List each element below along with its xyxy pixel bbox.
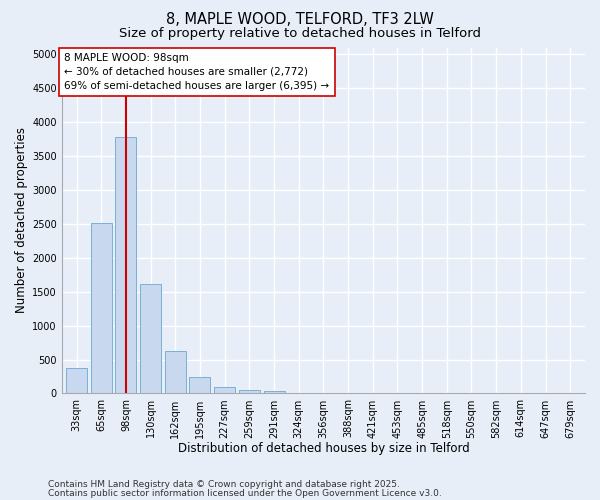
Bar: [239, 390, 260, 394]
Bar: [263, 392, 284, 394]
Bar: [91, 222, 112, 394]
Bar: [165, 350, 186, 394]
Y-axis label: Number of detached properties: Number of detached properties: [15, 128, 28, 314]
X-axis label: Distribution of detached houses by size in Telford: Distribution of detached houses by size …: [178, 442, 469, 455]
Text: Contains HM Land Registry data © Crown copyright and database right 2025.: Contains HM Land Registry data © Crown c…: [48, 480, 400, 489]
Bar: [66, 368, 87, 394]
Text: Size of property relative to detached houses in Telford: Size of property relative to detached ho…: [119, 28, 481, 40]
Bar: [214, 386, 235, 394]
Bar: [115, 137, 136, 394]
Bar: [140, 284, 161, 394]
Bar: [190, 377, 211, 394]
Text: 8, MAPLE WOOD, TELFORD, TF3 2LW: 8, MAPLE WOOD, TELFORD, TF3 2LW: [166, 12, 434, 28]
Text: 8 MAPLE WOOD: 98sqm
← 30% of detached houses are smaller (2,772)
69% of semi-det: 8 MAPLE WOOD: 98sqm ← 30% of detached ho…: [64, 53, 329, 91]
Text: Contains public sector information licensed under the Open Government Licence v3: Contains public sector information licen…: [48, 488, 442, 498]
